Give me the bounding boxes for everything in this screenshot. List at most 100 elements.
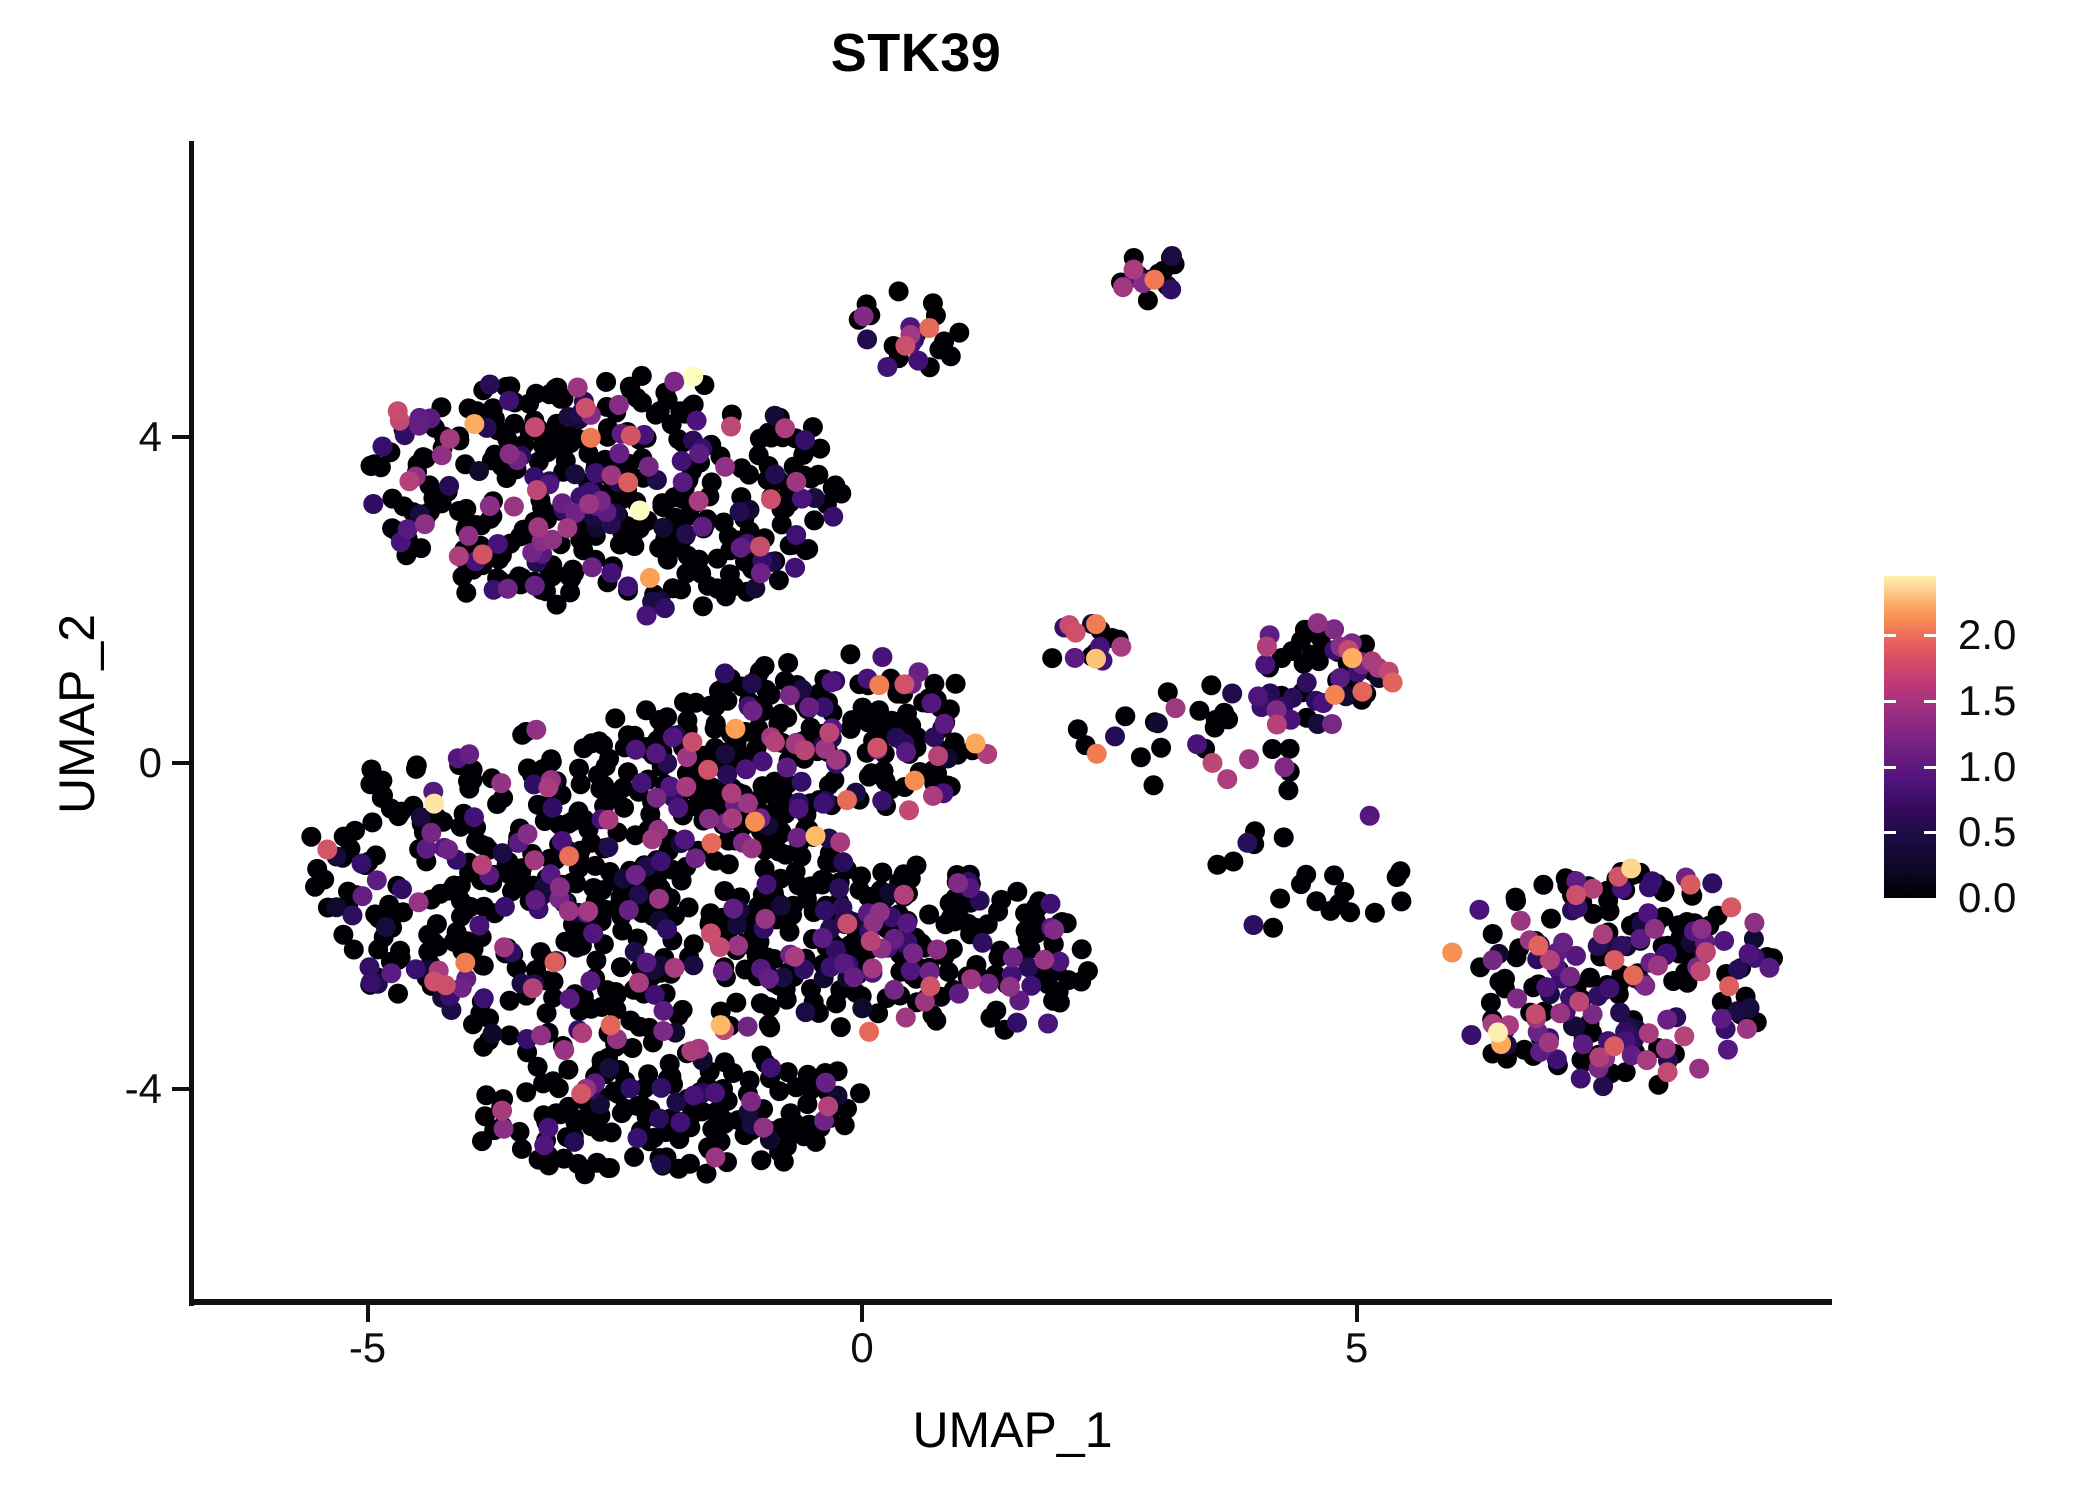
scatter-point [1728, 959, 1748, 980]
scatter-point [572, 1023, 593, 1043]
scatter-point [479, 374, 500, 395]
scatter-points-layer [301, 246, 1783, 1185]
scatter-point [815, 900, 835, 921]
scatter-point [1296, 864, 1317, 885]
scatter-point [526, 480, 547, 501]
scatter-point [1049, 992, 1070, 1013]
scatter-point [756, 874, 777, 895]
scatter-point [531, 1025, 552, 1046]
scatter-point [697, 575, 718, 596]
scatter-point [972, 932, 993, 953]
scatter-point [1274, 757, 1295, 778]
scatter-point [1324, 619, 1345, 640]
scatter-point [549, 814, 570, 835]
scatter-point [399, 471, 420, 492]
scatter-point [472, 955, 493, 976]
scatter-point [450, 875, 471, 896]
scatter-point [867, 737, 888, 758]
scatter-point [1243, 915, 1264, 935]
y-axis-tick-label: 0 [138, 739, 162, 786]
scatter-point [961, 969, 982, 990]
scatter-point [1604, 1036, 1625, 1057]
scatter-point [784, 946, 805, 967]
scatter-point [714, 663, 735, 684]
x-axis-title: UMAP_1 [912, 1402, 1113, 1458]
scatter-point [914, 991, 935, 1012]
scatter-point [689, 443, 710, 464]
scatter-point [791, 771, 812, 792]
scatter-point [456, 582, 477, 603]
scatter-point [580, 971, 601, 991]
scatter-point [1340, 902, 1361, 923]
scatter-point [560, 582, 581, 603]
scatter-point [555, 931, 576, 952]
scatter-point [590, 778, 611, 799]
scatter-point [818, 1096, 839, 1117]
scatter-point [359, 957, 380, 978]
scatter-point [506, 957, 527, 978]
colorbar-tick-mark [1924, 765, 1936, 769]
scatter-point [1648, 955, 1668, 976]
scatter-point [1237, 832, 1258, 853]
scatter-point [712, 961, 733, 982]
scatter-point [1144, 269, 1165, 290]
scatter-point [800, 717, 821, 738]
scatter-point [487, 534, 508, 554]
scatter-point [493, 1118, 514, 1139]
scatter-point [705, 850, 726, 871]
scatter-point [745, 578, 766, 599]
scatter-point [745, 811, 765, 832]
scatter-point [688, 491, 709, 511]
scatter-point [1278, 780, 1299, 801]
scatter-point [862, 958, 883, 979]
scatter-point [578, 443, 599, 464]
scatter-point [438, 839, 459, 860]
scatter-point [1689, 1058, 1710, 1079]
scatter-point [1599, 978, 1620, 999]
scatter-point [472, 854, 492, 875]
scatter-point [559, 846, 580, 867]
scatter-point [646, 743, 666, 764]
scatter-point [1296, 672, 1317, 693]
scatter-point [541, 566, 562, 587]
scatter-point [541, 751, 562, 772]
scatter-point [618, 472, 639, 493]
scatter-point [672, 488, 693, 509]
scatter-point [1553, 932, 1574, 953]
scatter-point [1539, 950, 1560, 970]
scatter-point [729, 501, 750, 522]
scatter-point [1593, 1076, 1614, 1097]
scatter-point [494, 937, 515, 958]
scatter-point [617, 762, 638, 783]
scatter-point [657, 549, 678, 570]
scatter-point [1691, 918, 1712, 939]
scatter-point [977, 914, 998, 935]
scatter-point [721, 783, 742, 804]
scatter-point [379, 894, 400, 915]
scatter-point [409, 415, 430, 436]
scatter-point [991, 889, 1012, 910]
scatter-point [455, 952, 476, 973]
scatter-point [813, 697, 834, 718]
scatter-point [752, 784, 773, 805]
scatter-point [570, 774, 591, 795]
scatter-point [564, 1131, 585, 1152]
scatter-point [471, 834, 492, 855]
scatter-point [1744, 912, 1765, 933]
scatter-point [1541, 908, 1561, 929]
scatter-point [682, 732, 703, 752]
x-axis-tick-mark [860, 1305, 864, 1322]
scatter-point [664, 371, 685, 392]
scatter-point [586, 950, 607, 971]
scatter-point [824, 770, 845, 791]
scatter-point [825, 475, 846, 496]
scatter-point [1566, 871, 1587, 892]
scatter-point [1273, 827, 1294, 848]
scatter-point [1151, 737, 1172, 758]
scatter-point [1711, 1008, 1732, 1029]
scatter-point [538, 777, 559, 798]
scatter-point [380, 798, 401, 819]
scatter-point [872, 862, 893, 883]
scatter-point [1738, 943, 1759, 964]
scatter-point [778, 653, 799, 673]
